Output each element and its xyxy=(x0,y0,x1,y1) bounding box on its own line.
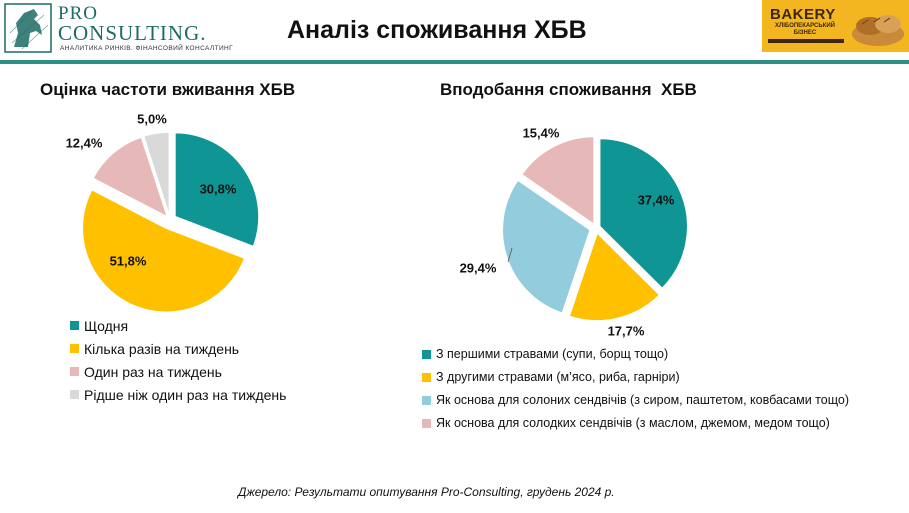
header-divider xyxy=(0,60,909,64)
pro-consulting-logo[interactable]: PRO CONSULTING. АНАЛИТИКА РИНКІВ. ФІНАНС… xyxy=(4,3,234,55)
chart-title-frequency: Оцінка частоти вживання ХБВ xyxy=(40,80,296,99)
data-label-0-0: 30,8% xyxy=(200,181,237,196)
banner-title: BAKERY xyxy=(770,6,836,23)
legend-swatch xyxy=(422,396,431,405)
legend-label: З другими стравами (м’ясо, риба, гарніри… xyxy=(436,370,680,384)
pie-slice-1-2 xyxy=(501,179,592,315)
data-label-1-3: 15,4% xyxy=(523,125,560,140)
legend-label: Рідше ніж один раз на тиждень xyxy=(84,387,287,403)
pie-slice-0-1 xyxy=(81,188,246,313)
banner-strip xyxy=(768,39,844,43)
legend-label: Один раз на тиждень xyxy=(84,364,222,380)
header: PRO CONSULTING. АНАЛИТИКА РИНКІВ. ФІНАНС… xyxy=(0,0,909,64)
pie-slice-1-0 xyxy=(598,137,689,290)
legend-label: Як основа для солодких сендвічів (з масл… xyxy=(436,416,830,430)
logo-tagline: АНАЛИТИКА РИНКІВ. ФІНАНСОВИЙ КОНСАЛТИНГ xyxy=(60,45,234,52)
logo-consulting-text: CONSULTING. xyxy=(58,21,207,45)
legend-label: Щодня xyxy=(84,318,129,334)
legend-label: Кілька разів на тиждень xyxy=(84,341,240,357)
chart-title-preferences: Вподобання споживання ХБВ xyxy=(440,80,697,99)
leader-line-1-2 xyxy=(507,247,513,263)
data-label-1-0: 37,4% xyxy=(638,192,675,207)
legend-swatch xyxy=(422,373,431,382)
legend-swatch xyxy=(422,419,431,428)
data-label-0-2: 12,4% xyxy=(66,135,103,150)
pie-slice-1-3 xyxy=(520,135,595,226)
legend-swatch xyxy=(70,321,79,330)
horse-logo-icon xyxy=(4,3,52,53)
pie-slice-0-2 xyxy=(91,136,169,219)
legend-swatch xyxy=(70,367,79,376)
data-label-1-1: 17,7% xyxy=(608,323,645,338)
data-label-0-1: 51,8% xyxy=(110,253,147,268)
bread-icon xyxy=(852,15,904,46)
pie-slice-0-3 xyxy=(142,131,171,217)
bakery-banner[interactable]: BAKERY ХЛІБОПЕКАРСЬКИЙ БІЗНЕС xyxy=(762,0,909,52)
pie-slice-1-1 xyxy=(568,231,661,322)
legend-swatch xyxy=(422,350,431,359)
page-title: Аналіз споживання ХБВ xyxy=(287,16,587,44)
banner-subtitle: ХЛІБОПЕКАРСЬКИЙ БІЗНЕС xyxy=(775,23,835,36)
legend-swatch xyxy=(70,390,79,399)
data-label-0-3: 5,0% xyxy=(137,111,167,126)
legend-swatch xyxy=(70,344,79,353)
pie-slice-0-0 xyxy=(174,131,260,248)
source-note: Джерело: Результати опитування Pro-Consu… xyxy=(238,485,615,499)
logo-pro-text: PRO xyxy=(58,3,98,24)
data-label-1-2: 29,4% xyxy=(460,260,497,275)
legend-label: З першими стравами (супи, борщ тощо) xyxy=(436,347,669,361)
legend-label: Як основа для солоних сендвічів (з сиром… xyxy=(436,393,849,407)
